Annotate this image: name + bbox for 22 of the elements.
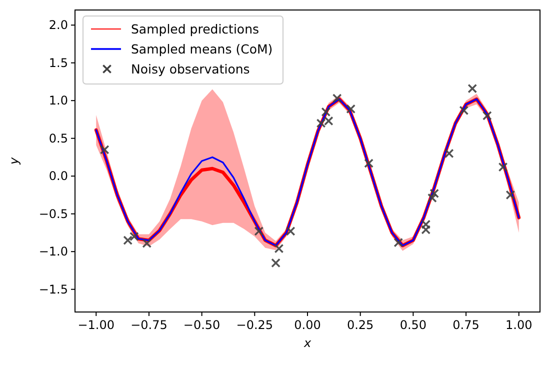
legend-label: Sampled predictions <box>131 22 260 36</box>
y-tick-label: 0.0 <box>48 169 68 184</box>
x-tick-label: −1.00 <box>78 318 115 332</box>
y-tick-label: 1.5 <box>48 56 68 70</box>
y-tick-label: 2.0 <box>48 18 68 32</box>
x-tick-label: −0.50 <box>183 318 220 332</box>
y-tick-label: −0.5 <box>38 206 68 221</box>
x-tick-label: −0.75 <box>130 318 168 332</box>
x-tick-label: 0.75 <box>452 318 480 332</box>
legend-label: Noisy observations <box>131 62 250 76</box>
x-axis-title: x <box>302 336 312 350</box>
x-tick-label: 0.50 <box>400 318 427 332</box>
x-tick-label: −0.25 <box>236 318 274 332</box>
x-tick-label: 0.25 <box>346 318 374 332</box>
y-tick-label: −1.5 <box>38 282 68 296</box>
x-tick-label: 1.00 <box>506 318 532 332</box>
legend-label: Sampled means (CoM) <box>131 42 273 56</box>
y-tick-label: −1.0 <box>38 244 68 259</box>
y-tick-label: 0.5 <box>48 131 68 146</box>
x-tick-label: 0.00 <box>294 318 321 332</box>
y-tick-label: 1.0 <box>48 94 68 108</box>
y-axis-title: y <box>7 156 21 166</box>
